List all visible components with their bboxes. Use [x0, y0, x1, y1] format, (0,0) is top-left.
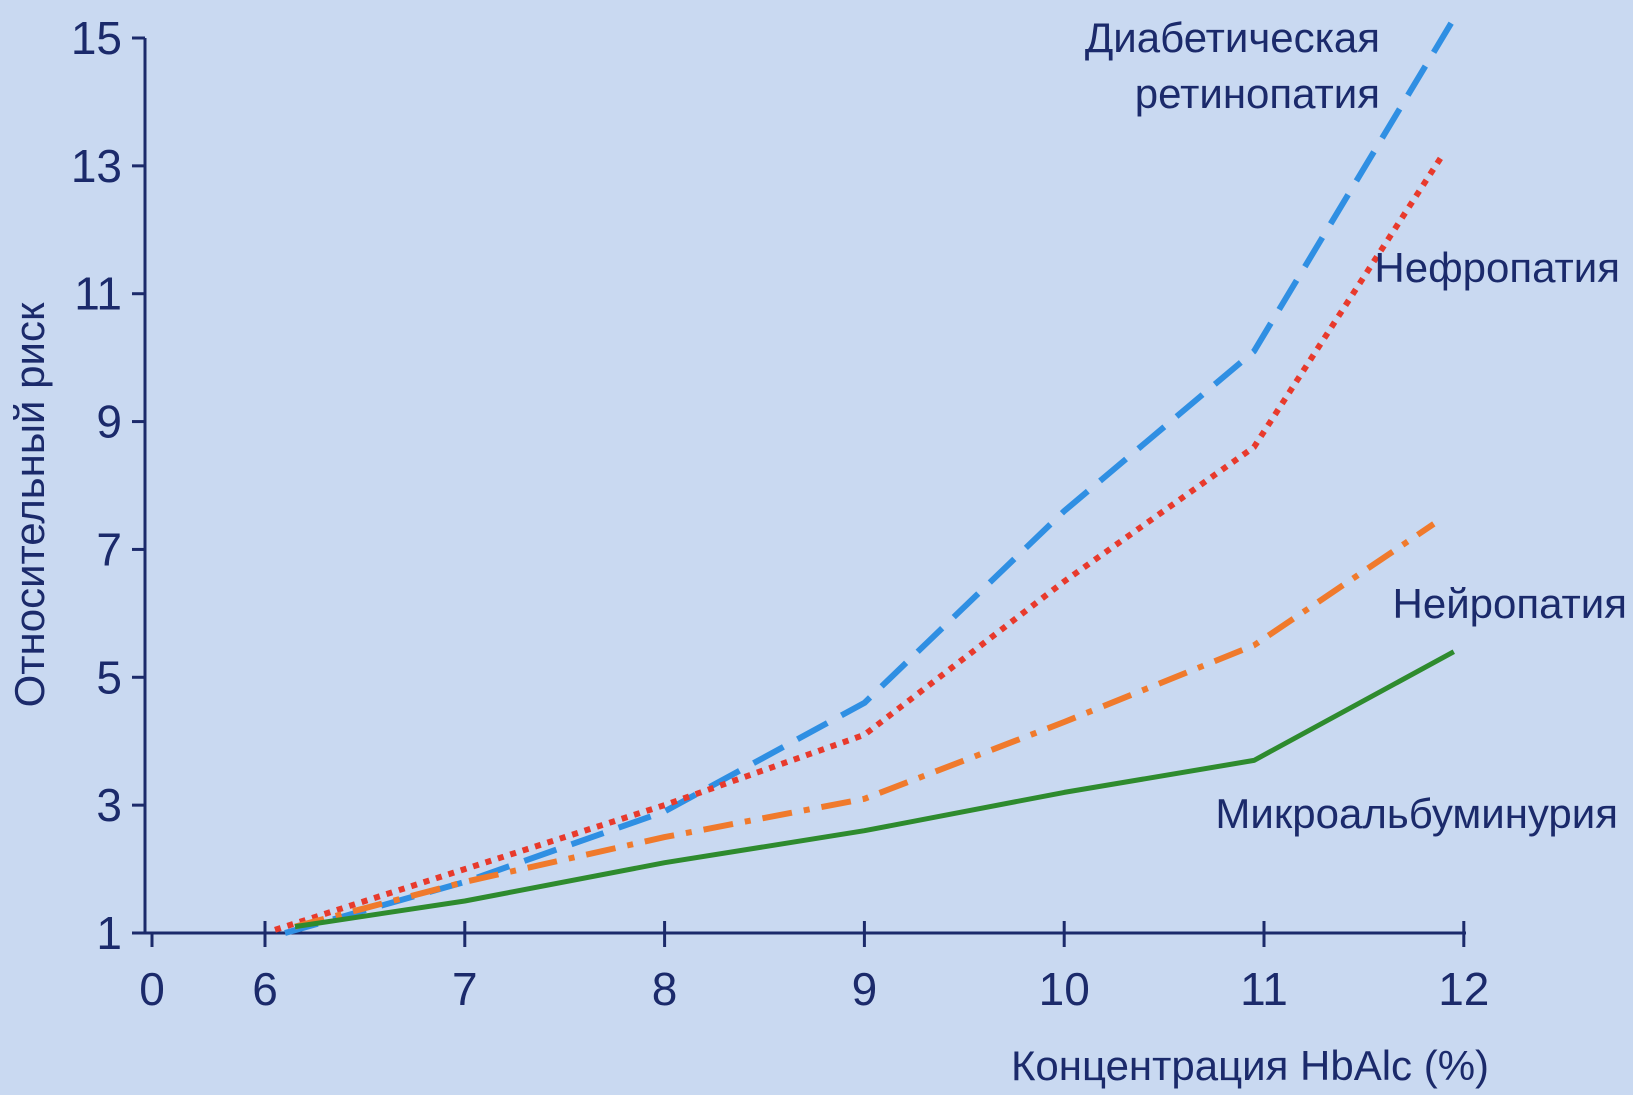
y-tick-label: 3 — [96, 779, 122, 831]
x-tick-label: 0 — [139, 963, 165, 1015]
series-labels: Диабетическая ретинопатия Нефропатия Нейроп… — [1085, 14, 1627, 837]
labels: Концентрация HbAlc (%) Относительный рис… — [6, 302, 1489, 1089]
x-tick-label: 11 — [1240, 963, 1288, 1015]
x-axis-title: Концентрация HbAlc (%) — [1011, 1042, 1489, 1089]
series-line-1 — [284, 17, 1457, 936]
y-tick-label: 9 — [96, 396, 122, 448]
series-line-3 — [294, 521, 1436, 930]
y-axis-title: Относительный риск — [6, 302, 53, 707]
x-tick-label: 12 — [1438, 963, 1489, 1015]
series-line-2 — [274, 151, 1447, 933]
y-tick-label: 1 — [96, 907, 122, 959]
series-line-4 — [294, 649, 1455, 930]
series-label-1: Диабетическая — [1085, 14, 1380, 61]
series-label-4: Микроальбуминурия — [1215, 790, 1618, 837]
x-tick-label: 6 — [252, 963, 278, 1015]
y-tick-label: 11 — [74, 268, 122, 320]
series-label-3: Нейропатия — [1393, 580, 1628, 627]
x-tick-label: 10 — [1039, 963, 1090, 1015]
series-lines — [274, 17, 1457, 936]
x-tick-label: 9 — [852, 963, 878, 1015]
y-tick-label: 5 — [96, 651, 122, 703]
x-tick-label: 8 — [652, 963, 678, 1015]
series-label-1: ретинопатия — [1135, 70, 1380, 117]
y-tick-label: 7 — [96, 523, 122, 575]
y-tick-label: 15 — [71, 12, 122, 64]
x-tick-label: 7 — [452, 963, 478, 1015]
y-tick-label: 13 — [71, 140, 122, 192]
series-label-2: Нефропатия — [1374, 244, 1620, 291]
